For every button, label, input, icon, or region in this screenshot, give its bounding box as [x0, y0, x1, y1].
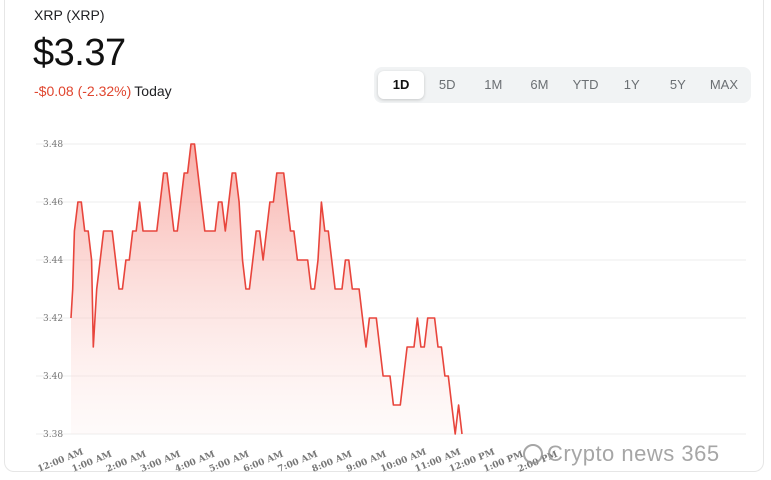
price-chart[interactable]: 3.48 3.46 3.44 3.42 3.40 3.38 12:00 AM1:00 AM… [0, 130, 771, 480]
range-tab-6m[interactable]: 6M [530, 77, 549, 92]
price-change-row: -$0.08 (-2.32%) Today [34, 83, 172, 99]
range-tab-5d[interactable]: 5D [438, 77, 456, 92]
camera-icon [523, 444, 543, 464]
watermark: Crypto news 365 [523, 441, 720, 467]
current-price: $3.37 [33, 32, 126, 74]
range-tab-max[interactable]: MAX [709, 77, 739, 92]
range-tab-ytd[interactable]: YTD [572, 77, 599, 92]
y-axis-ticks: 3.48 3.46 3.44 3.42 3.40 3.38 [43, 140, 63, 440]
time-range-selector: 1D 5D 1M 6M YTD 1Y 5Y MAX [374, 67, 751, 103]
x-axis-ticks: 12:00 AM1:00 AM2:00 AM3:00 AM4:00 AM5:00… [36, 447, 559, 474]
y-tick-label: 3.46 [43, 198, 63, 208]
y-tick-label: 3.42 [43, 314, 63, 324]
price-line [70, 143, 463, 435]
change-period: Today [134, 83, 172, 99]
range-tab-1y[interactable]: 1Y [623, 77, 640, 92]
range-tab-1m[interactable]: 1M [484, 77, 503, 92]
y-tick-label: 3.40 [43, 372, 63, 382]
price-area [71, 144, 462, 434]
asset-title: XRP (XRP) [34, 7, 105, 23]
range-tab-5y[interactable]: 5Y [669, 77, 686, 92]
price-change: -$0.08 (-2.32%) [34, 83, 132, 99]
range-tab-1d[interactable]: 1D [378, 71, 425, 99]
y-tick-label: 3.38 [43, 430, 63, 440]
watermark-text: Crypto news 365 [547, 441, 720, 466]
y-tick-label: 3.48 [43, 140, 63, 150]
y-tick-label: 3.44 [43, 256, 63, 266]
